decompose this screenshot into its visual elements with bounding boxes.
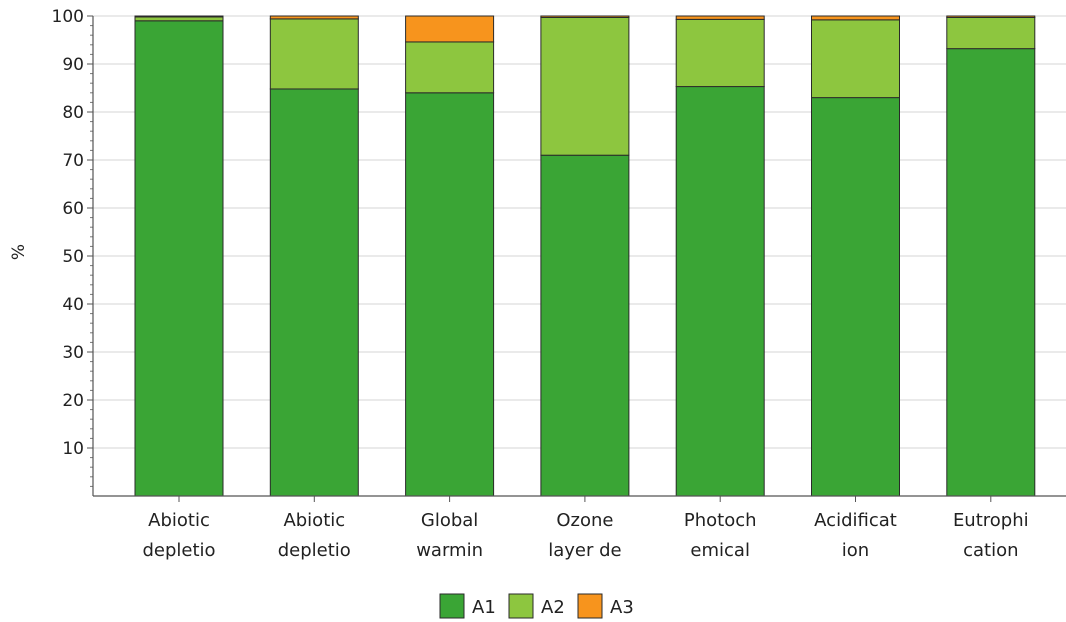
bar-segment-a1 xyxy=(946,48,1036,497)
y-tick-label: 50 xyxy=(62,247,84,267)
bar-segment-a1 xyxy=(269,88,359,497)
x-tick-label: Eutrophi cation xyxy=(953,510,1029,561)
bar-segment-a3 xyxy=(269,15,359,20)
y-tick-label: 60 xyxy=(62,199,84,219)
legend-swatch-a2 xyxy=(508,593,534,619)
bar-segment-a2 xyxy=(540,16,630,156)
legend-label-a3: A3 xyxy=(610,597,634,618)
bar-segment-a1 xyxy=(134,20,224,497)
bar-segment-a2 xyxy=(675,18,765,88)
bar-segment-a3 xyxy=(540,15,630,18)
bar-segment-a2 xyxy=(405,41,495,94)
bar-segment-a3 xyxy=(675,15,765,20)
bar-segment-a2 xyxy=(811,19,900,99)
legend-label-a2: A2 xyxy=(541,597,565,618)
bar-segment-a3 xyxy=(134,15,224,18)
bar-segment-a1 xyxy=(540,154,630,497)
bar-segment-a2 xyxy=(269,18,359,90)
bar-segment-a1 xyxy=(811,97,900,497)
x-tick-label: Abiotic depletio xyxy=(142,510,215,561)
axes: 10 20 30 40 50 60 70 80 90 100 Abiotic depletio Abio… xyxy=(52,7,1066,561)
bar-segment-a2 xyxy=(946,16,1036,50)
legend-swatch-a1 xyxy=(439,593,465,619)
bar-segment-a3 xyxy=(405,15,495,43)
legend: A1 A2 A3 xyxy=(439,593,634,619)
x-tick-label: Ozone layer de xyxy=(548,510,621,561)
x-tick-label: Global warmin xyxy=(416,510,483,561)
bar-segment-a3 xyxy=(811,15,900,21)
y-tick-label: 90 xyxy=(62,55,84,75)
bar-segment-a2 xyxy=(134,16,224,22)
bar-segment-a3 xyxy=(946,15,1036,18)
y-tick-label: 40 xyxy=(62,295,84,315)
bar-segment-a1 xyxy=(675,86,765,497)
x-tick-label: Abiotic depletio xyxy=(278,510,351,561)
x-tick-label: Acidificat ion xyxy=(814,510,897,561)
y-tick-label: 30 xyxy=(62,343,84,363)
y-tick-label: 20 xyxy=(62,391,84,411)
y-axis-title: % xyxy=(9,244,29,260)
y-tick-label: 10 xyxy=(62,439,84,459)
x-tick-label: Photoch emical xyxy=(684,510,757,561)
y-tick-label: 70 xyxy=(62,151,84,171)
bars xyxy=(134,15,1036,497)
y-tick-label: 80 xyxy=(62,103,84,123)
legend-label-a1: A1 xyxy=(472,597,496,618)
legend-swatch-a3 xyxy=(577,593,603,619)
y-tick-label: 100 xyxy=(52,7,84,27)
bar-segment-a1 xyxy=(405,92,495,497)
